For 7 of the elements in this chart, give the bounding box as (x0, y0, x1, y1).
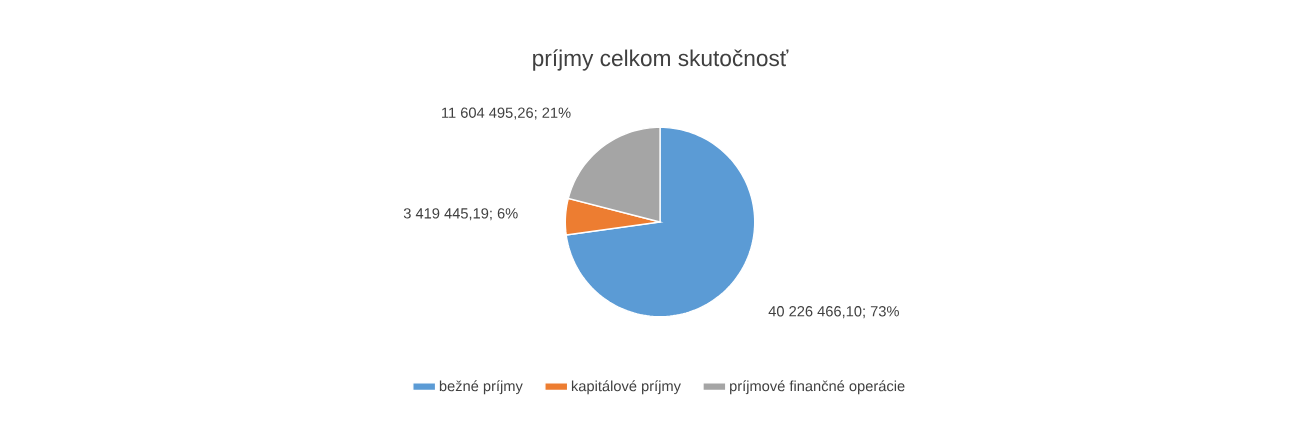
legend-label: bežné príjmy (439, 380, 523, 395)
legend-label: kapitálové príjmy (571, 380, 681, 395)
data-label: 40 226 466,10; 73% (768, 306, 899, 319)
data-label: 11 604 495,26; 21% (442, 107, 571, 120)
legend-label: príjmové finančné operácie (730, 380, 905, 395)
data-label: 3 419 445,19; 6% (403, 208, 518, 221)
chart-title: príjmy celkom skutočnosť (533, 49, 789, 71)
